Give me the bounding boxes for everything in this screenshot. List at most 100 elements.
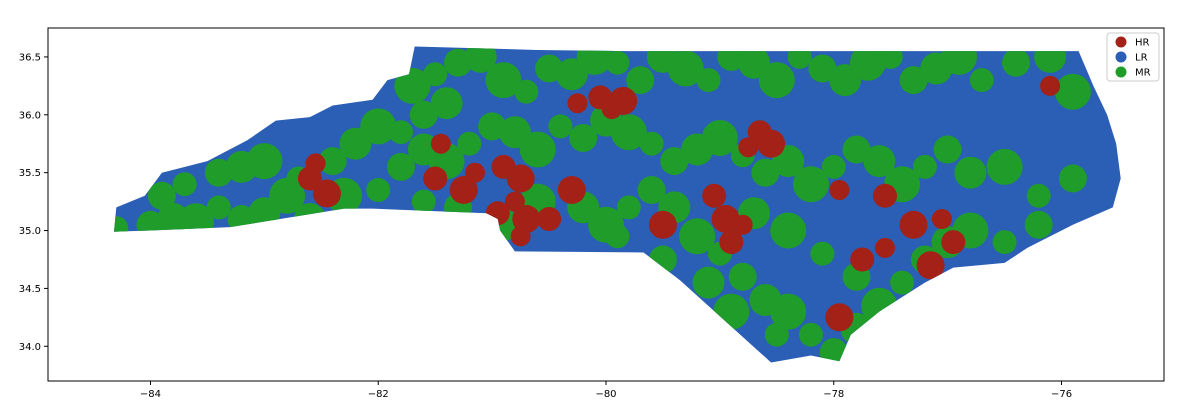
mr-region-point xyxy=(409,100,438,129)
mr-region-point xyxy=(728,262,757,291)
legend-box xyxy=(1106,32,1160,82)
mr-region-point xyxy=(569,124,598,152)
legend-marker-hr xyxy=(1115,36,1127,48)
mr-region-point xyxy=(933,135,962,164)
legend-label-hr: HR xyxy=(1135,38,1150,49)
mr-region-point xyxy=(387,152,415,181)
mr-region-point xyxy=(849,46,886,81)
hr-region-point xyxy=(648,210,677,239)
mr-region-point xyxy=(992,230,1017,255)
legend: HR LR MR xyxy=(1106,32,1160,82)
hr-region-point xyxy=(537,207,562,231)
mr-region-point xyxy=(861,287,898,324)
mr-region-point xyxy=(318,147,347,176)
mr-region-point xyxy=(821,154,846,179)
mr-region-point xyxy=(293,203,326,235)
mr-region-point xyxy=(605,50,630,75)
hr-region-point xyxy=(931,209,952,229)
mr-region-point xyxy=(423,62,448,87)
legend-marker-lr xyxy=(1115,51,1127,63)
y-tick-label: 35.5 xyxy=(19,168,41,179)
hr-region-point xyxy=(485,201,510,226)
y-tick-label: 34.0 xyxy=(19,342,41,353)
mr-region-point xyxy=(863,145,896,178)
mr-region-point xyxy=(770,212,807,249)
hr-region-point xyxy=(738,137,759,158)
x-axis: −84 −82 −80 −78 −76 xyxy=(140,381,1072,400)
mr-region-point xyxy=(758,62,795,99)
mr-region-point xyxy=(206,195,231,220)
mr-region-point xyxy=(770,293,807,330)
hr-region-point xyxy=(512,205,541,233)
y-tick-label: 36.0 xyxy=(19,110,41,121)
mr-region-point xyxy=(954,156,987,189)
mr-region-point xyxy=(899,66,928,95)
mr-region-point xyxy=(969,68,994,93)
mr-region-point xyxy=(799,322,823,347)
mr-region-point xyxy=(639,131,664,156)
mr-region-point xyxy=(660,147,689,176)
mr-region-point xyxy=(616,195,641,220)
mr-region-point xyxy=(679,218,716,255)
mr-region-point xyxy=(637,176,666,204)
x-tick-label: −76 xyxy=(1051,389,1072,400)
mr-region-point xyxy=(172,172,197,197)
mr-region-point xyxy=(1054,73,1091,110)
mr-region-point xyxy=(842,135,871,164)
mr-region-point xyxy=(819,338,848,363)
mr-region-point xyxy=(701,120,738,156)
x-tick-label: −78 xyxy=(823,389,844,400)
x-tick-label: −84 xyxy=(140,389,161,400)
mr-region-point xyxy=(696,68,721,93)
hr-region-point xyxy=(899,210,928,239)
mr-region-point xyxy=(1058,164,1087,193)
hr-region-point xyxy=(702,183,727,208)
mr-region-point xyxy=(1002,48,1030,77)
y-tick-label: 35.0 xyxy=(19,226,41,237)
mr-region-point xyxy=(457,131,482,156)
hr-region-point xyxy=(1040,75,1061,96)
mr-region-point xyxy=(147,181,176,210)
mr-region-point xyxy=(648,245,677,274)
y-tick-label: 34.5 xyxy=(19,284,41,295)
mr-region-point xyxy=(430,87,463,120)
mr-region-point xyxy=(890,270,915,295)
mr-region-point xyxy=(1026,183,1051,208)
legend-marker-mr xyxy=(1115,66,1127,78)
hr-region-point xyxy=(825,303,854,332)
mr-region-point xyxy=(519,131,556,168)
mr-region-point xyxy=(360,108,397,145)
hr-region-point xyxy=(941,230,966,255)
mr-region-point xyxy=(751,158,780,187)
hr-region-point xyxy=(506,164,535,193)
legend-label-lr: LR xyxy=(1135,53,1148,64)
mr-region-point xyxy=(1024,210,1053,239)
hr-region-point xyxy=(916,251,945,280)
hr-region-point xyxy=(313,179,341,208)
mr-region-point xyxy=(713,293,750,330)
mr-region-point xyxy=(366,178,391,202)
mr-region-point xyxy=(667,50,704,87)
hr-region-point xyxy=(873,183,897,208)
mr-region-point xyxy=(878,46,903,69)
mr-region-point xyxy=(810,241,835,266)
mr-region-point xyxy=(793,166,829,203)
hr-region-point xyxy=(711,205,740,233)
hr-region-point xyxy=(601,99,622,119)
hr-region-point xyxy=(430,133,451,154)
y-tick-label: 36.5 xyxy=(19,52,41,63)
mr-region-point xyxy=(986,148,1023,185)
x-tick-label: −80 xyxy=(595,389,616,400)
mr-region-point xyxy=(808,54,837,83)
mr-region-point xyxy=(764,322,789,347)
hr-region-point xyxy=(557,176,586,204)
hr-region-point xyxy=(757,129,786,158)
hr-region-point xyxy=(297,166,322,191)
hr-region-point xyxy=(510,226,531,247)
y-axis: 34.0 34.5 35.0 35.5 36.0 36.5 xyxy=(19,52,48,353)
hr-region-point xyxy=(850,247,875,272)
hr-region-point xyxy=(829,180,850,200)
mr-region-point xyxy=(610,114,647,151)
mr-region-point xyxy=(485,62,522,99)
hr-region-point xyxy=(423,166,448,191)
